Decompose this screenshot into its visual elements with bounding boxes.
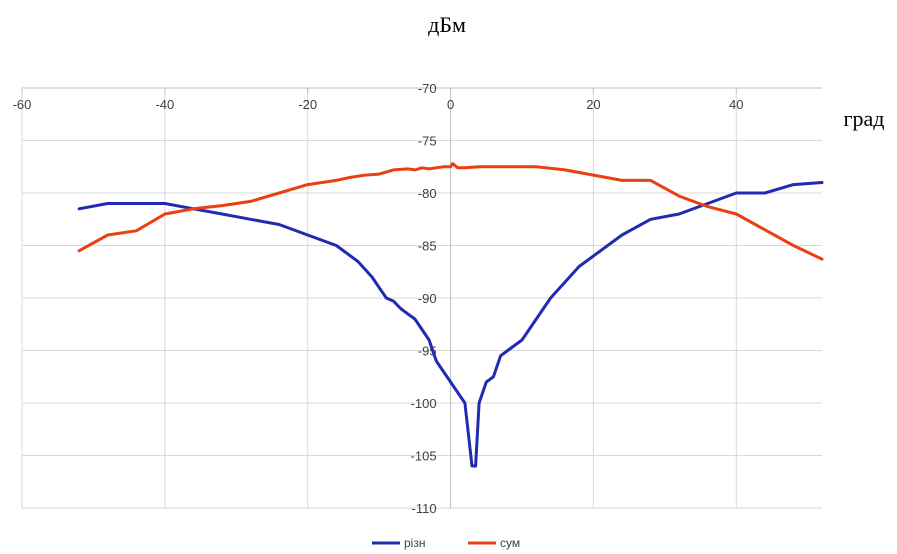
x-axis-unit-label: град <box>844 106 885 131</box>
y-tick-label: -70 <box>418 81 437 96</box>
y-tick-label: -75 <box>418 134 437 149</box>
legend-label-1: сум <box>500 536 520 550</box>
y-axis-unit-label: дБм <box>428 12 466 37</box>
y-tick-label: -105 <box>411 449 437 464</box>
series-lines <box>77 162 824 468</box>
x-tick-label: -20 <box>298 97 317 112</box>
x-tick-label: 0 <box>447 97 454 112</box>
axes <box>21 87 822 508</box>
y-tick-label: -110 <box>412 501 437 516</box>
grid <box>21 88 822 509</box>
x-tick-label: 20 <box>586 97 600 112</box>
series-line-0 <box>77 181 824 468</box>
x-tick-label: -60 <box>13 97 32 112</box>
y-tick-label: -90 <box>418 291 437 306</box>
y-tick-label: -80 <box>418 186 437 201</box>
legend-label-0: різн <box>404 536 425 550</box>
series-line-1 <box>77 162 824 261</box>
x-tick-label: 40 <box>729 97 743 112</box>
y-tick-label: -85 <box>418 239 437 254</box>
legend: різн сум <box>372 536 520 550</box>
x-tick-label: -40 <box>155 97 174 112</box>
y-tick-label: -100 <box>411 396 437 411</box>
